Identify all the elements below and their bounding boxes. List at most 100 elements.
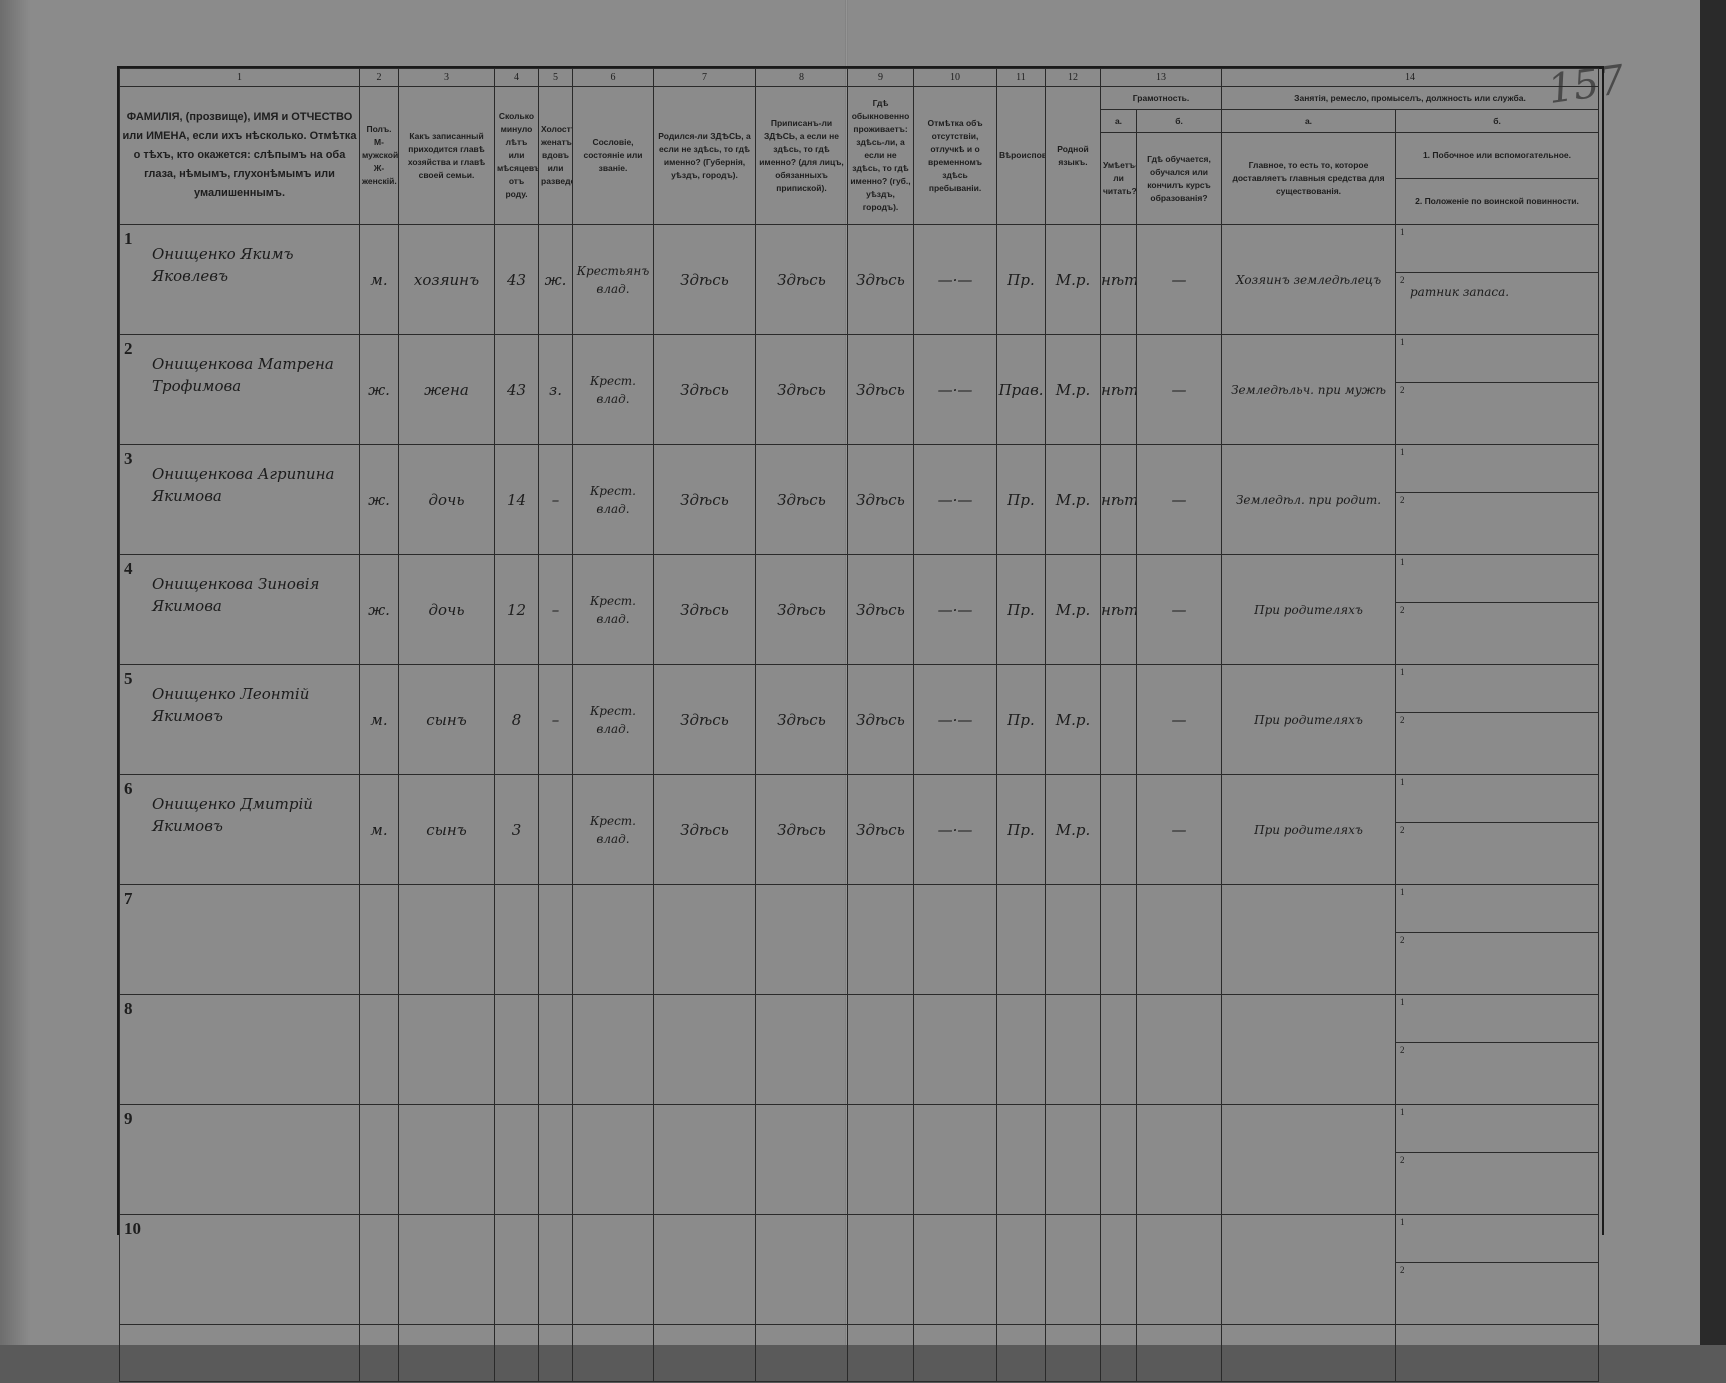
absence: —·— — [937, 490, 973, 509]
cell-birthplace — [653, 994, 756, 1105]
cell-sex: м. — [359, 664, 399, 775]
cell-residence: Здѣсь — [847, 774, 914, 885]
marital-status: – — [551, 490, 560, 509]
cell-marital-status — [538, 774, 573, 885]
cell-marital-status — [538, 1104, 573, 1215]
person-name — [132, 1119, 353, 1123]
cell-can-read — [1100, 994, 1137, 1105]
military-status: 2 — [1397, 603, 1598, 650]
cell-birthplace: Здѣсь — [653, 444, 756, 555]
absence: —·— — [937, 270, 973, 289]
cell-religion — [996, 994, 1046, 1105]
header-row: ФАМИЛІЯ, (прозвище), ИМЯ и ОТЧЕСТВО или … — [119, 86, 1599, 225]
cell-relation: хозяинъ — [398, 224, 495, 335]
cell-sex: ж. — [359, 334, 399, 445]
cell-estate: Крест. влад. — [572, 334, 654, 445]
cell-marital-status — [538, 994, 573, 1105]
age: 12 — [506, 600, 527, 619]
can-read: нѣтъ — [1101, 600, 1136, 619]
absence: —·— — [937, 820, 973, 839]
cell-residence: Здѣсь — [847, 334, 914, 445]
cell-main-occupation: Земледѣл. при родит. — [1221, 444, 1396, 555]
can-read: нѣтъ — [1101, 380, 1136, 399]
header-registered: Приписанъ-ли ЗДѢСЬ, а если не здѣсь, то … — [755, 86, 848, 225]
header-military-status: 2. Положеніе по воинской повинности. — [1415, 196, 1579, 206]
cell-sex — [359, 1104, 399, 1215]
main-occupation: При родителяхъ — [1254, 712, 1363, 727]
cell-religion: Пр. — [996, 664, 1046, 775]
header-sex: Полъ. М-мужской. Ж-женскій. — [359, 86, 399, 225]
cell-registered — [755, 884, 848, 995]
estate: Крест. влад. — [590, 703, 636, 736]
cell-residence: Здѣсь — [847, 224, 914, 335]
scan-border-right — [1700, 0, 1726, 1383]
age: 43 — [506, 270, 527, 289]
column-number: 6 — [572, 68, 654, 87]
header-religion: Вѣроисповѣданіе. — [996, 86, 1046, 225]
table-row: 5 Онищенко Леонтій Якимовъ м. сынъ 8 – Крест. … — [119, 664, 1599, 775]
cell-birthplace — [653, 1214, 756, 1325]
military-status: 2 — [1397, 823, 1598, 870]
cell-schooling — [1136, 1104, 1222, 1215]
table-frame — [117, 66, 1604, 1235]
cell-schooling: — — [1136, 664, 1222, 775]
header-relation: Какъ записанный приходится главѣ хозяйст… — [398, 86, 495, 225]
sex: м. — [370, 820, 388, 839]
header-estate: Сословіе, состояніе или званіе. — [572, 86, 654, 225]
registered: Здѣсь — [777, 600, 826, 619]
can-read: нѣтъ — [1101, 490, 1136, 509]
column-number: 13 — [1100, 68, 1222, 87]
header-marital: Холостъ, женатъ, вдовъ или разведенъ. — [538, 86, 573, 225]
age: 43 — [506, 380, 527, 399]
header-secondary: 1. Побочное или вспомогательное. 2. Поло… — [1395, 132, 1599, 225]
table-row: 6 Онищенко Дмитрій Якимовъ м. сынъ 3 Крест. в… — [119, 774, 1599, 885]
absence: —·— — [937, 600, 973, 619]
cell-name: 7 — [119, 884, 360, 995]
secondary-occupation: 1 — [1396, 1106, 1598, 1153]
cell-estate — [572, 1214, 654, 1325]
cell-registered: Здѣсь — [755, 224, 848, 335]
cell-residence: Здѣсь — [847, 554, 914, 665]
cell-name: 4 Онищенкова Зиновія Якимова — [119, 554, 360, 665]
registered: Здѣсь — [777, 380, 826, 399]
residence: Здѣсь — [856, 600, 905, 619]
sublabel: 2 — [1400, 495, 1405, 505]
sex: м. — [370, 270, 388, 289]
cell-absence: —·— — [913, 554, 997, 665]
sublabel: 1 — [1400, 447, 1405, 457]
person-name: Онищенко Леонтій Якимовъ — [152, 685, 310, 725]
sublabel: 1 — [1400, 557, 1405, 567]
header-occupation: Занятія, ремесло, промыселъ, должность и… — [1221, 86, 1599, 110]
estate: Крест. влад. — [590, 813, 636, 846]
sublabel: 2 — [1400, 1045, 1405, 1055]
secondary-occupation: 1 — [1396, 666, 1598, 713]
relation: хозяинъ — [413, 270, 480, 289]
header-main-occupation: Главное, то есть то, которое доставляетъ… — [1221, 132, 1396, 225]
secondary-occupation: 1 — [1396, 226, 1598, 273]
sublabel: 1 — [1400, 777, 1405, 787]
secondary-occupation: 1 — [1396, 446, 1598, 493]
cell-schooling: — — [1136, 334, 1222, 445]
religion: Пр. — [1007, 490, 1035, 509]
header-detail-row: Умѣетъ-ли читать? Гдѣ обучается, обучалс… — [120, 132, 1599, 225]
sublabel: 1 — [1400, 667, 1405, 677]
religion: Пр. — [1007, 710, 1035, 729]
sublabel: 1 — [1400, 1217, 1405, 1227]
marital-status: – — [551, 600, 560, 619]
cell-main-occupation — [1221, 1104, 1396, 1215]
cell-religion: Пр. — [996, 224, 1046, 335]
header-subrow: а. б. а. б. — [120, 109, 1599, 133]
stacked-page-edges — [0, 0, 30, 1345]
sex: м. — [370, 710, 388, 729]
column-number: 4 — [494, 68, 539, 87]
cell-main-occupation: Земледѣльч. при мужѣ — [1221, 334, 1396, 445]
sublabel: 2 — [1400, 1155, 1405, 1165]
cell-registered: Здѣсь — [755, 444, 848, 555]
cell-relation — [398, 1214, 495, 1325]
secondary-occupation: 1 — [1396, 996, 1598, 1043]
column-number: 2 — [359, 68, 399, 87]
cell-absence — [913, 1214, 997, 1325]
cell-absence — [913, 884, 997, 995]
